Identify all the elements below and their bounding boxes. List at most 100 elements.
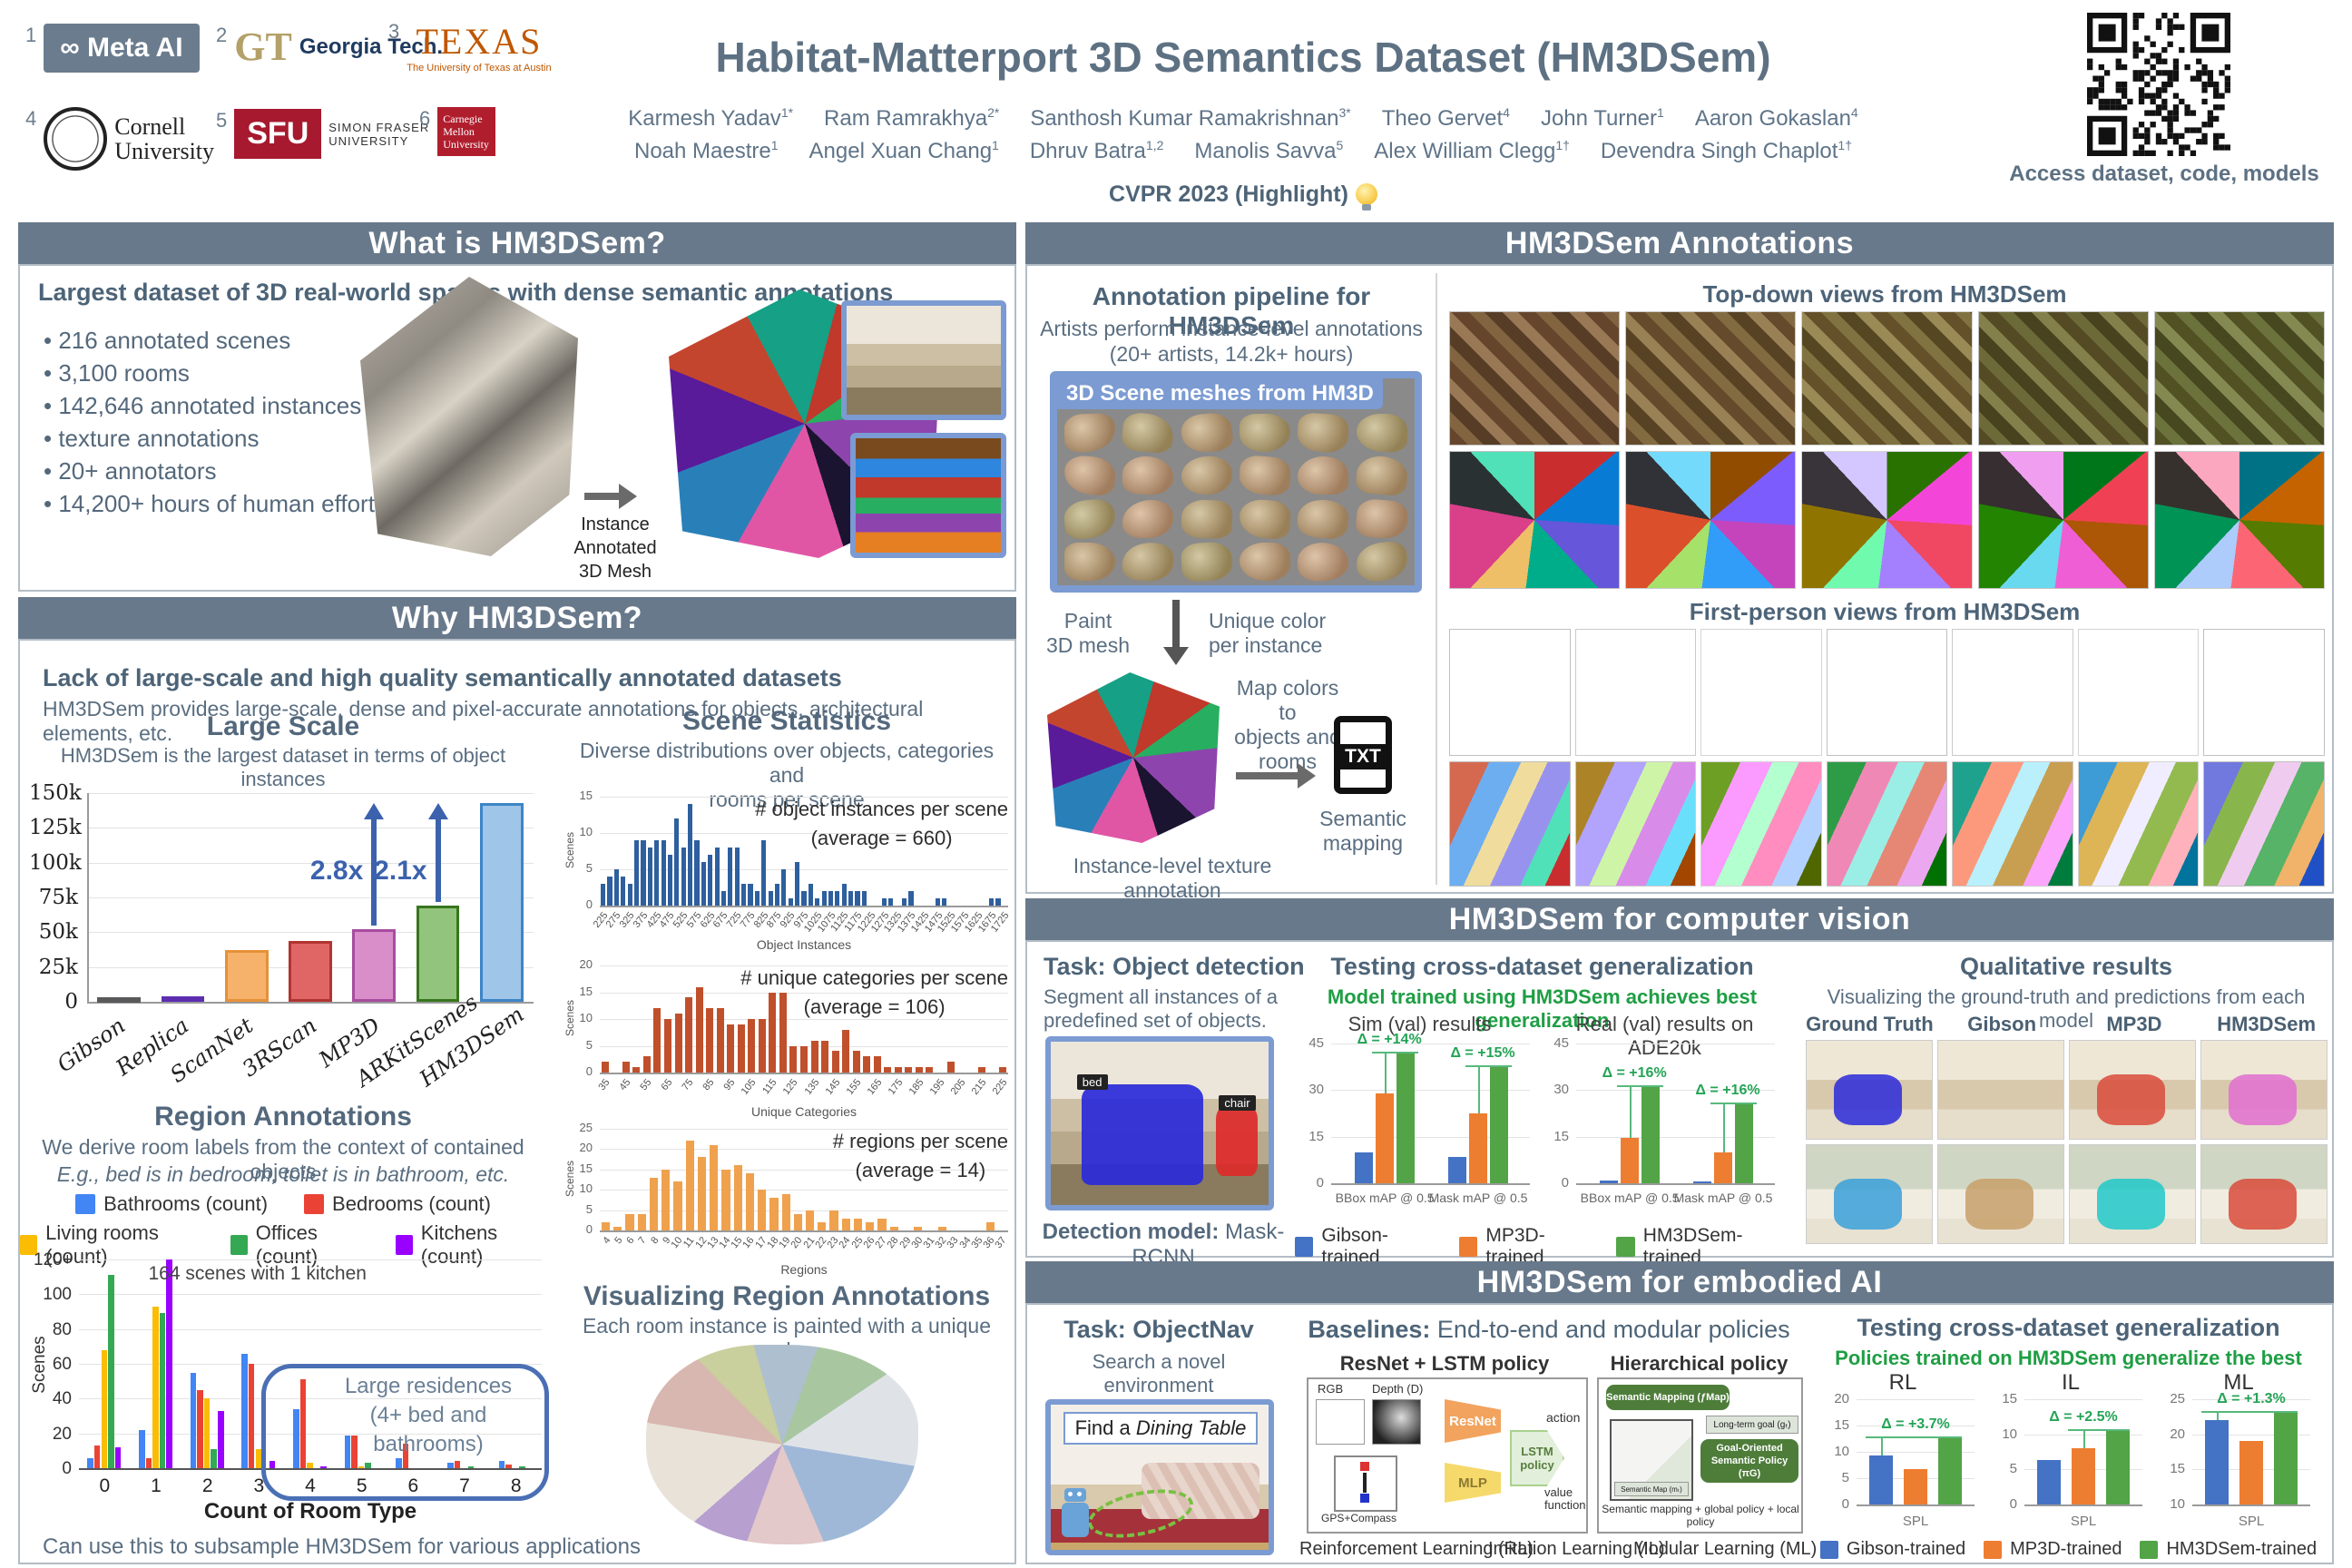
y-tick: 10 bbox=[579, 825, 593, 838]
y-tick: 15 bbox=[1553, 1128, 1569, 1144]
region-legend-row-2: Living rooms (count) Offices (count) Kitch… bbox=[20, 1221, 546, 1269]
topdown-rgb-row bbox=[1449, 311, 2326, 446]
legend-label: MP3D-trained bbox=[2010, 1539, 2122, 1559]
hist-bar bbox=[863, 1056, 871, 1073]
x-tick: 1 bbox=[151, 1475, 162, 1496]
room-bar bbox=[402, 1444, 409, 1468]
y-tick: 5 bbox=[1841, 1470, 1849, 1485]
hist-bar bbox=[848, 891, 854, 906]
legend-chip bbox=[1819, 1540, 1838, 1559]
chair-label: chair bbox=[1219, 1095, 1256, 1112]
delta-vline bbox=[1881, 1436, 1883, 1456]
fpv-rgb-image bbox=[2077, 629, 2200, 756]
cv-bar bbox=[1714, 1152, 1733, 1183]
mesh-thumb bbox=[1238, 455, 1292, 497]
hist-bar bbox=[774, 884, 780, 906]
mesh-thumb bbox=[1181, 498, 1233, 539]
hist-bar bbox=[889, 1226, 898, 1230]
legend-label: Kitchens (count) bbox=[420, 1221, 498, 1268]
hist-bar bbox=[734, 848, 740, 906]
mesh-thumb bbox=[1181, 456, 1233, 496]
hier-policy-title: Hierarchical policy bbox=[1610, 1352, 1788, 1375]
x-tick: 4 bbox=[305, 1475, 316, 1496]
semantic-mapping-block: Semantic Mapping (ƒMap) bbox=[1606, 1385, 1730, 1410]
scene-stats-sub: Diverse distributions over objects, cate… bbox=[579, 739, 995, 811]
mesh-thumb bbox=[1356, 413, 1408, 453]
page-title: Habitat-Matterport 3D Semantics Dataset … bbox=[715, 34, 1771, 81]
lstm-block: LSTM policy bbox=[1510, 1430, 1564, 1486]
fpv-semantic-image bbox=[1700, 761, 1822, 887]
objectnav-title: Task: ObjectNav bbox=[1063, 1316, 1254, 1343]
qual-sub: Visualizing the ground-truth and predict… bbox=[1827, 985, 2306, 1032]
hist-bar bbox=[720, 891, 727, 906]
affil-num: 1 bbox=[25, 24, 37, 46]
scene-stats-title: Scene Statistics bbox=[681, 706, 892, 736]
hist-bar bbox=[915, 1067, 923, 1073]
hist-bar bbox=[625, 1214, 634, 1230]
hist-bar bbox=[905, 1067, 913, 1073]
room-bar bbox=[93, 1446, 101, 1468]
rl-label: Reinforcement Learning (RL) bbox=[1299, 1539, 1534, 1559]
y-tick: 5 bbox=[585, 1037, 593, 1052]
what-bullet: • 142,646 annotated instances bbox=[44, 392, 362, 419]
hist-bar bbox=[937, 1226, 946, 1230]
fpv-semantic-image bbox=[1449, 761, 1571, 887]
dataset-bar bbox=[416, 906, 460, 1002]
hist-bar bbox=[633, 840, 640, 906]
qual-overlay bbox=[1834, 1178, 1902, 1230]
logo-georgia-tech: 2 GT Georgia Tech. bbox=[216, 24, 443, 70]
gt-monogram: GT bbox=[234, 24, 292, 69]
mlp-block: MLP bbox=[1445, 1463, 1501, 1503]
fpv-rgb-row bbox=[1449, 629, 2326, 756]
section-header-what: What is HM3DSem? bbox=[18, 222, 1016, 264]
hist-bar bbox=[855, 891, 860, 906]
nav-bar bbox=[2106, 1429, 2130, 1504]
cmu-box: Carnegie Mellon University bbox=[437, 107, 496, 156]
raw-mesh-image bbox=[360, 277, 578, 556]
value-label: value function bbox=[1544, 1485, 1586, 1512]
room-bar bbox=[269, 1461, 276, 1468]
y-tick: 0 bbox=[585, 1222, 593, 1236]
panel-annotations: Annotation pipeline for HM3DSem Artists … bbox=[1025, 264, 2334, 902]
qual-overlay bbox=[2097, 1178, 2165, 1230]
room-bar bbox=[152, 1306, 159, 1468]
hist-bar bbox=[708, 855, 713, 906]
detection-model-line: Detection model: Mask-RCNN bbox=[1042, 1220, 1285, 1269]
il-label: Imitation Learning (IL) bbox=[1488, 1539, 1665, 1559]
hist-bar bbox=[627, 884, 632, 906]
hist-bar bbox=[622, 1062, 630, 1073]
x-axis-label: SPL bbox=[1902, 1514, 1929, 1529]
delta-label: Δ = +3.7% bbox=[1881, 1416, 1950, 1432]
hist-bar bbox=[649, 1177, 659, 1230]
author: Devendra Singh Chaplot1† bbox=[1600, 138, 1852, 163]
y-tick: 125k bbox=[29, 816, 82, 840]
x-tick: 2 bbox=[201, 1475, 213, 1496]
depth-thumb bbox=[1372, 1399, 1421, 1445]
hist-bar bbox=[688, 804, 693, 906]
chart-title: IL bbox=[2061, 1370, 2080, 1395]
section-header-why: Why HM3DSem? bbox=[18, 597, 1016, 639]
venue-line: CVPR 2023 (Highlight) bbox=[563, 181, 1924, 211]
hist-bar bbox=[902, 898, 907, 906]
gps-label: GPS+Compass bbox=[1321, 1512, 1397, 1524]
hist-bar bbox=[685, 997, 693, 1073]
x-tick: 8 bbox=[510, 1475, 522, 1496]
cv-bar bbox=[1396, 1051, 1416, 1183]
hist-bar bbox=[737, 1024, 745, 1073]
hm3d-mesh-grid: 3D Scene meshes from HM3D bbox=[1050, 371, 1422, 593]
hist-bar bbox=[988, 898, 995, 906]
hist-bar bbox=[894, 1067, 902, 1073]
hist-bar bbox=[673, 1181, 682, 1230]
mesh-thumb bbox=[1354, 497, 1409, 541]
cv-bar bbox=[1600, 1180, 1619, 1183]
emb-gen-title: Testing cross-dataset generalization bbox=[1857, 1314, 2280, 1341]
mesh-thumb bbox=[1238, 497, 1292, 540]
gps-compass-thumb bbox=[1334, 1455, 1397, 1512]
room-bar bbox=[211, 1448, 218, 1468]
hist-bar bbox=[842, 1029, 850, 1073]
x-axis-label: Regions bbox=[780, 1262, 828, 1277]
hist-bar bbox=[745, 1173, 755, 1230]
hierarchical-diagram: Semantic Mapping (ƒMap) Semantic Map (mₜ… bbox=[1597, 1377, 1803, 1534]
hist-bar bbox=[754, 891, 760, 906]
arrow-up-icon bbox=[364, 802, 385, 819]
